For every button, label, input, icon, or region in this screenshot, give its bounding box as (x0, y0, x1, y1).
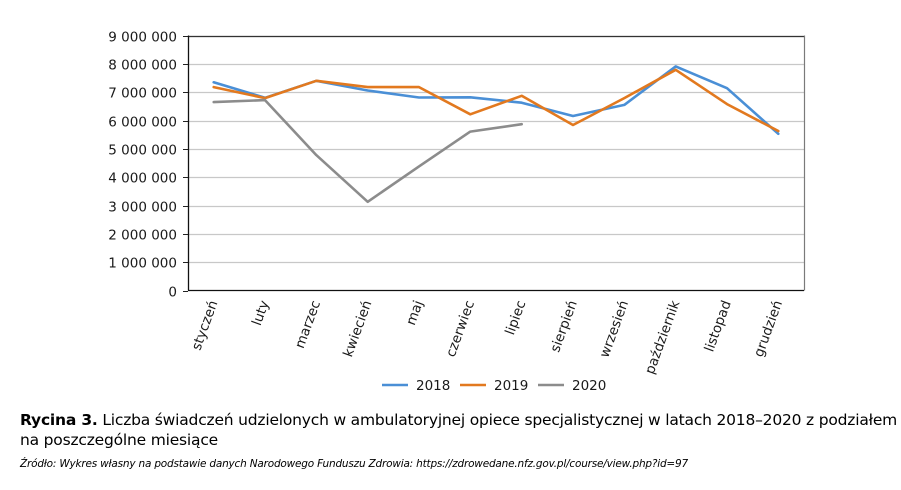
x-tick-label: maj (403, 298, 427, 327)
x-tick-label: kwiecień (340, 298, 375, 359)
axes (183, 35, 806, 292)
y-tick-label: 3 000 000 (108, 200, 177, 216)
caption-text: Liczba świadczeń udzielonych w ambulator… (20, 411, 898, 449)
y-tick-label: 6 000 000 (108, 115, 177, 131)
y-tick-label: 1 000 000 (108, 256, 177, 272)
y-tick-label: 0 (168, 285, 177, 301)
y-tick-label: 9 000 000 (108, 30, 177, 46)
y-tick-label: 2 000 000 (108, 228, 177, 244)
y-tick-label: 7 000 000 (108, 86, 177, 102)
x-axis-ticks: styczeń luty marzec kwiecień maj czerwiec lipi… (189, 298, 786, 376)
gridlines (188, 35, 804, 264)
x-tick-label: grudzień (751, 298, 786, 359)
y-tick-label: 4 000 000 (108, 171, 177, 187)
series-line-2019 (212, 68, 780, 133)
series-lines (212, 65, 780, 204)
x-tick-label: listopad (701, 298, 734, 354)
y-axis-ticks: 0 1 000 000 2 000 000 3 000 000 4 000 000 5 0… (108, 30, 177, 301)
source-note: Źródło: Wykres własny na podstawie danyc… (20, 458, 688, 470)
y-tick-label: 8 000 000 (108, 58, 177, 74)
x-tick-label: czerwiec (443, 298, 478, 359)
x-tick-label: październik (642, 298, 683, 376)
series-line-2018 (212, 65, 780, 136)
legend-label-2018: 2018 (416, 378, 450, 394)
line-chart: 0 1 000 000 2 000 000 3 000 000 4 000 000 5 0… (108, 30, 806, 394)
caption-label: Rycina 3. (20, 411, 98, 429)
figure-caption: Rycina 3. Liczba świadczeń udzielonych w… (20, 410, 900, 450)
x-tick-label: luty (249, 298, 273, 328)
x-tick-label: marzec (292, 298, 324, 350)
x-tick-label: lipiec (502, 298, 529, 337)
x-tick-label: sierpień (547, 298, 580, 354)
legend-label-2019: 2019 (494, 378, 528, 394)
series-line-2020 (212, 98, 524, 204)
y-tick-label: 5 000 000 (108, 143, 177, 159)
x-tick-label: wrzesień (597, 298, 632, 360)
x-tick-label: styczeń (189, 298, 222, 352)
legend-label-2020: 2020 (572, 378, 606, 394)
legend: 2018 2019 2020 (382, 378, 606, 394)
